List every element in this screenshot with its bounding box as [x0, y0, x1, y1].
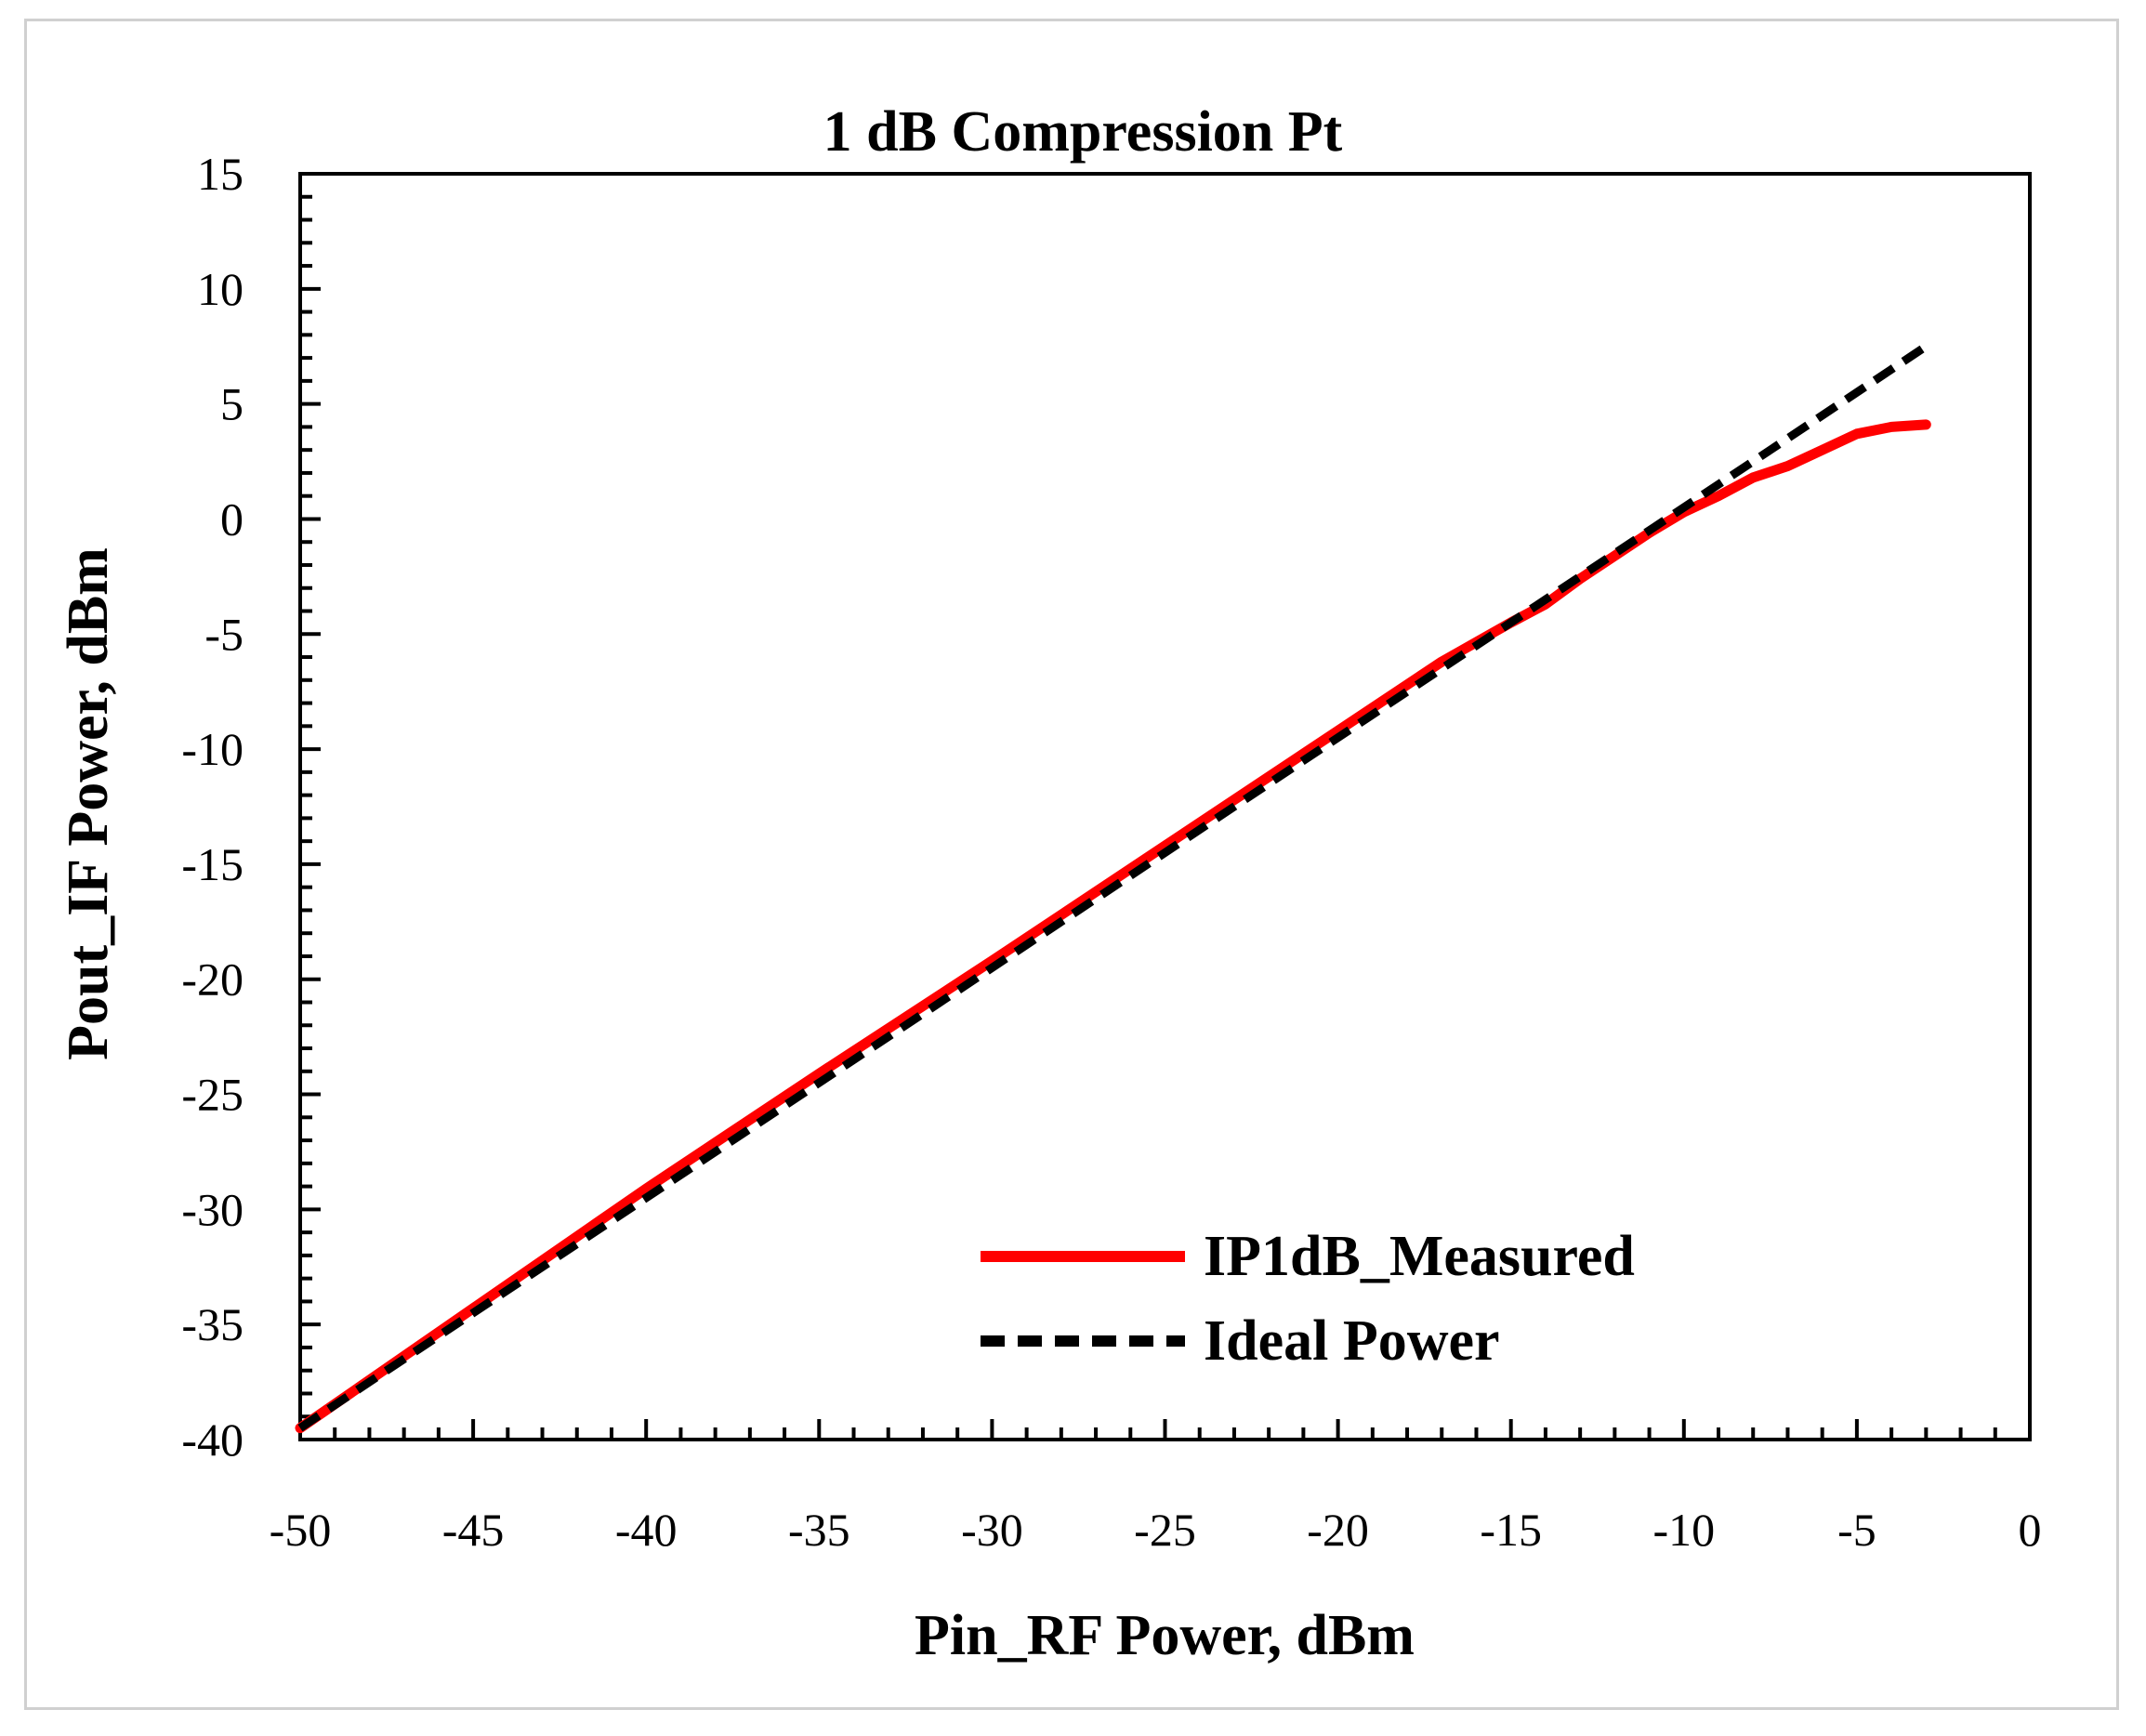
x-tick-label: -20 — [1307, 1504, 1369, 1556]
y-tick-label: -15 — [181, 838, 244, 890]
x-tick-label: -30 — [961, 1504, 1023, 1556]
series-line-ideal — [297, 342, 1929, 1432]
y-tick-labels: 15 10 5 0 -5 -10 -15 -20 -25 -30 -35 -40 — [181, 148, 244, 1466]
x-tick-label: -25 — [1134, 1504, 1196, 1556]
chart-title: 1 dB Compression Pt — [823, 100, 1343, 164]
x-tick-label: -10 — [1652, 1504, 1715, 1556]
y-tick-label: -35 — [181, 1298, 244, 1350]
legend-label-ideal: Ideal Power — [1204, 1309, 1500, 1373]
x-tick-label: 0 — [2019, 1504, 2042, 1556]
x-tick-label: -40 — [615, 1504, 678, 1556]
y-tick-label: -5 — [204, 608, 244, 660]
y-tick-label: -25 — [181, 1069, 244, 1121]
x-tick-label: -50 — [270, 1504, 332, 1556]
figure-frame — [24, 19, 2119, 1710]
y-tick-label: -30 — [181, 1183, 244, 1235]
x-axis-title: Pin_RF Power, dBm — [915, 1604, 1415, 1667]
x-tick-labels: -50 -45 -40 -35 -30 -25 -20 -15 -10 -5 0 — [270, 1504, 2042, 1556]
series-line-measured — [295, 419, 1931, 1434]
y-axis-title: Pout_IF Power, dBm — [57, 547, 120, 1060]
y-tick-label: 0 — [220, 493, 244, 545]
y-tick-label: 5 — [220, 378, 244, 430]
y-tick-label: -10 — [181, 723, 244, 775]
y-tick-label: 10 — [197, 263, 244, 315]
y-tick-label: 15 — [197, 148, 244, 200]
series-layer — [295, 342, 1931, 1434]
y-tick-label: -40 — [181, 1414, 244, 1466]
legend-label-measured: IP1dB_Measured — [1204, 1225, 1635, 1288]
y-tick-label: -20 — [181, 953, 244, 1006]
x-tick-label: -15 — [1480, 1504, 1542, 1556]
minor-ticks — [298, 172, 2032, 1441]
x-tick-label: -35 — [788, 1504, 850, 1556]
x-tick-label: -5 — [1837, 1504, 1876, 1556]
x-tick-label: -45 — [442, 1504, 505, 1556]
legend: IP1dB_Measured Ideal Power — [981, 1225, 1635, 1373]
